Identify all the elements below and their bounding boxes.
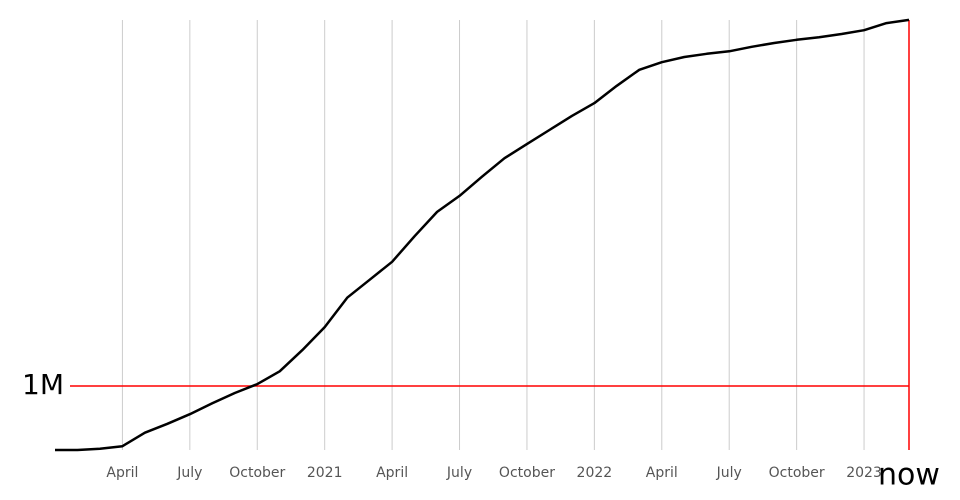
x-tick-label: 2022 bbox=[577, 465, 613, 481]
reference-label: 1M bbox=[22, 368, 64, 401]
x-tick-label: July bbox=[716, 465, 742, 481]
x-tick-label: April bbox=[376, 465, 408, 481]
x-tick-label: October bbox=[499, 465, 555, 481]
x-tick-label: April bbox=[646, 465, 678, 481]
x-tick-label: October bbox=[769, 465, 825, 481]
x-tick-label: July bbox=[446, 465, 472, 481]
x-tick-label: October bbox=[229, 465, 285, 481]
x-tick-label: July bbox=[176, 465, 202, 481]
x-tick-label: April bbox=[106, 465, 138, 481]
now-label: now bbox=[878, 458, 940, 493]
x-tick-label: 2023 bbox=[846, 465, 882, 481]
x-tick-label: 2021 bbox=[307, 465, 343, 481]
data-line bbox=[55, 18, 910, 452]
